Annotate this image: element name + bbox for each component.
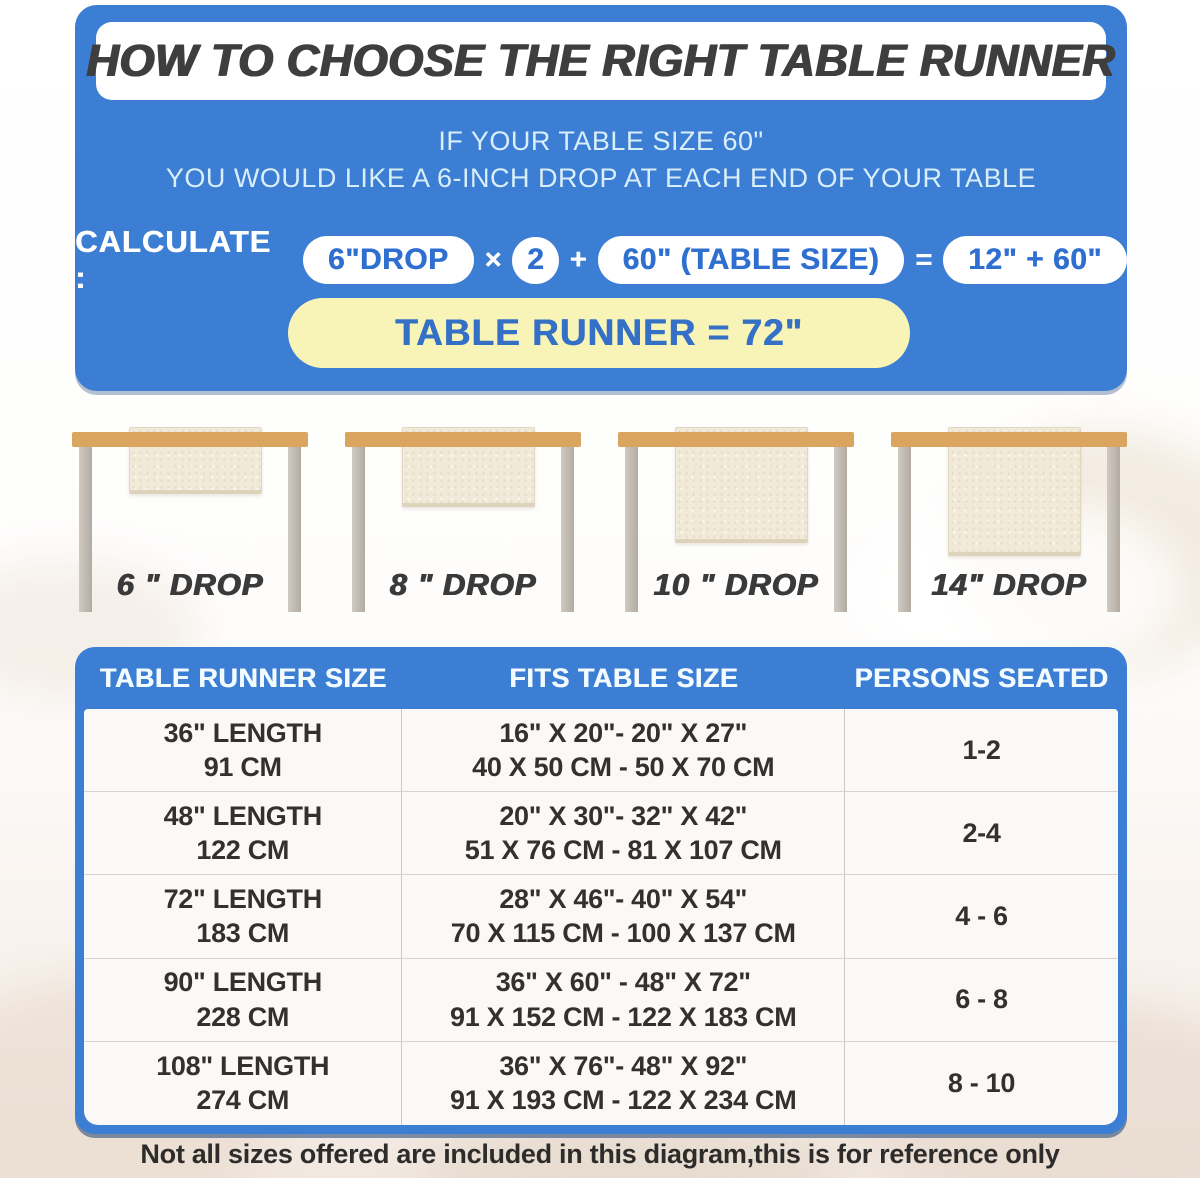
tabletop <box>345 432 581 447</box>
persons-seated-cell: 8 - 10 <box>947 1068 1016 1099</box>
title-banner: HOW TO CHOOSE THE RIGHT TABLE RUNNER <box>87 22 1115 100</box>
drop-illustrations: 6 " DROP 8 " DROP 10 " DROP 14" DROP <box>0 391 1200 647</box>
runner-length-cm: 91 CM <box>203 752 282 783</box>
table-figure-6-inch: 6 " DROP <box>72 391 308 647</box>
fits-inches: 28" X 46"- 40" X 54" <box>499 883 748 914</box>
table-figure-8-inch: 8 " DROP <box>345 391 581 647</box>
result-pill: TABLE RUNNER = 72" <box>288 298 910 368</box>
calculate-label: CALCULATE : <box>75 224 272 295</box>
sum-pill: 12" + 60" <box>943 236 1127 284</box>
table-leg <box>79 447 92 612</box>
table-leg <box>1107 447 1120 612</box>
fits-cm: 51 X 76 CM - 81 X 107 CM <box>464 835 782 866</box>
drop-label: 6 " DROP <box>116 567 264 602</box>
persons-seated-cell: 4 - 6 <box>955 901 1008 932</box>
table-row: 72" LENGTH 183 CM 28" X 46"- 40" X 54" 7… <box>84 875 1118 959</box>
fits-size-cell: 36" X 60" - 48" X 72" 91 X 152 CM - 122 … <box>402 958 846 1041</box>
table-figure-10-inch: 10 " DROP <box>618 391 854 647</box>
times-operator: × <box>484 243 502 276</box>
fits-inches: 36" X 76"- 48" X 92" <box>499 1050 748 1081</box>
size-table-panel: TABLE RUNNER SIZE FITS TABLE SIZE PERSON… <box>75 647 1127 1134</box>
table-row: 48" LENGTH 122 CM 20" X 30"- 32" X 42" 5… <box>84 792 1118 876</box>
table-leg <box>561 447 574 612</box>
table-leg <box>834 447 847 612</box>
fits-inches: 16" X 20"- 20" X 27" <box>499 717 748 748</box>
tabletop <box>72 432 308 447</box>
table-leg <box>898 447 911 612</box>
runner-length-inches: 48" LENGTH <box>163 800 323 831</box>
reference-footnote: Not all sizes offered are included in th… <box>140 1139 1060 1169</box>
runner-length-inches: 36" LENGTH <box>163 717 323 748</box>
drop-label: 14" DROP <box>931 567 1087 602</box>
table-leg <box>625 447 638 612</box>
tabletop <box>891 432 1127 447</box>
table-leg <box>352 447 365 612</box>
column-header-fits-size: FITS TABLE SIZE <box>509 662 739 693</box>
runner-size-cell: 72" LENGTH 183 CM <box>84 875 403 958</box>
fits-size-cell: 16" X 20"- 20" X 27" 40 X 50 CM - 50 X 7… <box>402 709 846 792</box>
drop-value-pill: 6"DROP <box>302 236 474 284</box>
size-table-header: TABLE RUNNER SIZE FITS TABLE SIZE PERSON… <box>84 647 1118 709</box>
fits-cm: 70 X 115 CM - 100 X 137 CM <box>450 918 796 949</box>
subtitle-line-2: YOU WOULD LIKE A 6-INCH DROP AT EACH END… <box>165 163 1037 193</box>
runner-length-inches: 90" LENGTH <box>163 967 323 998</box>
tabletop <box>618 432 854 447</box>
calculation-row: CALCULATE : 6"DROP × 2 + 60" (TABLE SIZE… <box>75 224 1127 295</box>
table-runner-drape <box>948 427 1081 556</box>
persons-seated-cell: 6 - 8 <box>955 984 1008 1015</box>
runner-size-cell: 90" LENGTH 228 CM <box>84 958 403 1041</box>
fits-size-cell: 28" X 46"- 40" X 54" 70 X 115 CM - 100 X… <box>402 875 846 958</box>
column-header-runner-size: TABLE RUNNER SIZE <box>99 662 387 693</box>
subtitle-line-1: IF YOUR TABLE SIZE 60" <box>438 126 764 156</box>
fits-inches: 20" X 30"- 32" X 42" <box>499 800 748 831</box>
runner-size-cell: 36" LENGTH 91 CM <box>84 709 403 792</box>
runner-size-cell: 48" LENGTH 122 CM <box>84 792 403 875</box>
runner-length-cm: 122 CM <box>196 835 290 866</box>
equals-operator: = <box>915 243 933 276</box>
persons-seated-cell: 2-4 <box>962 818 1001 849</box>
runner-size-cell: 108" LENGTH 274 CM <box>84 1041 403 1125</box>
column-header-persons: PERSONS SEATED <box>854 662 1109 693</box>
runner-length-cm: 183 CM <box>196 918 290 949</box>
table-size-pill: 60" (TABLE SIZE) <box>597 236 905 284</box>
page-title: HOW TO CHOOSE THE RIGHT TABLE RUNNER <box>86 35 1116 86</box>
persons-seated-cell: 1-2 <box>962 734 1001 765</box>
fits-inches: 36" X 60" - 48" X 72" <box>495 967 751 998</box>
result-text: TABLE RUNNER = 72" <box>395 312 803 353</box>
fits-size-cell: 20" X 30"- 32" X 42" 51 X 76 CM - 81 X 1… <box>402 792 846 875</box>
plus-operator: + <box>569 243 587 276</box>
drop-label: 8 " DROP <box>389 567 537 602</box>
fits-cm: 91 X 152 CM - 122 X 183 CM <box>450 1001 797 1032</box>
multiplier-badge: 2 <box>512 236 559 284</box>
runner-length-cm: 274 CM <box>196 1085 290 1116</box>
table-figure-14-inch: 14" DROP <box>891 391 1127 647</box>
table-row: 108" LENGTH 274 CM 36" X 76"- 48" X 92" … <box>84 1041 1118 1125</box>
intro-panel: HOW TO CHOOSE THE RIGHT TABLE RUNNER IF … <box>75 5 1127 391</box>
runner-length-cm: 228 CM <box>196 1001 290 1032</box>
drop-label: 10 " DROP <box>653 567 819 602</box>
table-row: 90" LENGTH 228 CM 36" X 60" - 48" X 72" … <box>84 958 1118 1042</box>
fits-cm: 40 X 50 CM - 50 X 70 CM <box>472 752 775 783</box>
fits-cm: 91 X 193 CM - 122 X 234 CM <box>450 1085 797 1116</box>
table-row: 36" LENGTH 91 CM 16" X 20"- 20" X 27" 40… <box>84 709 1118 793</box>
runner-length-inches: 108" LENGTH <box>156 1050 330 1081</box>
runner-length-inches: 72" LENGTH <box>163 883 323 914</box>
fits-size-cell: 36" X 76"- 48" X 92" 91 X 193 CM - 122 X… <box>402 1041 846 1125</box>
table-leg <box>288 447 301 612</box>
size-table-body: 36" LENGTH 91 CM 16" X 20"- 20" X 27" 40… <box>84 709 1118 1125</box>
